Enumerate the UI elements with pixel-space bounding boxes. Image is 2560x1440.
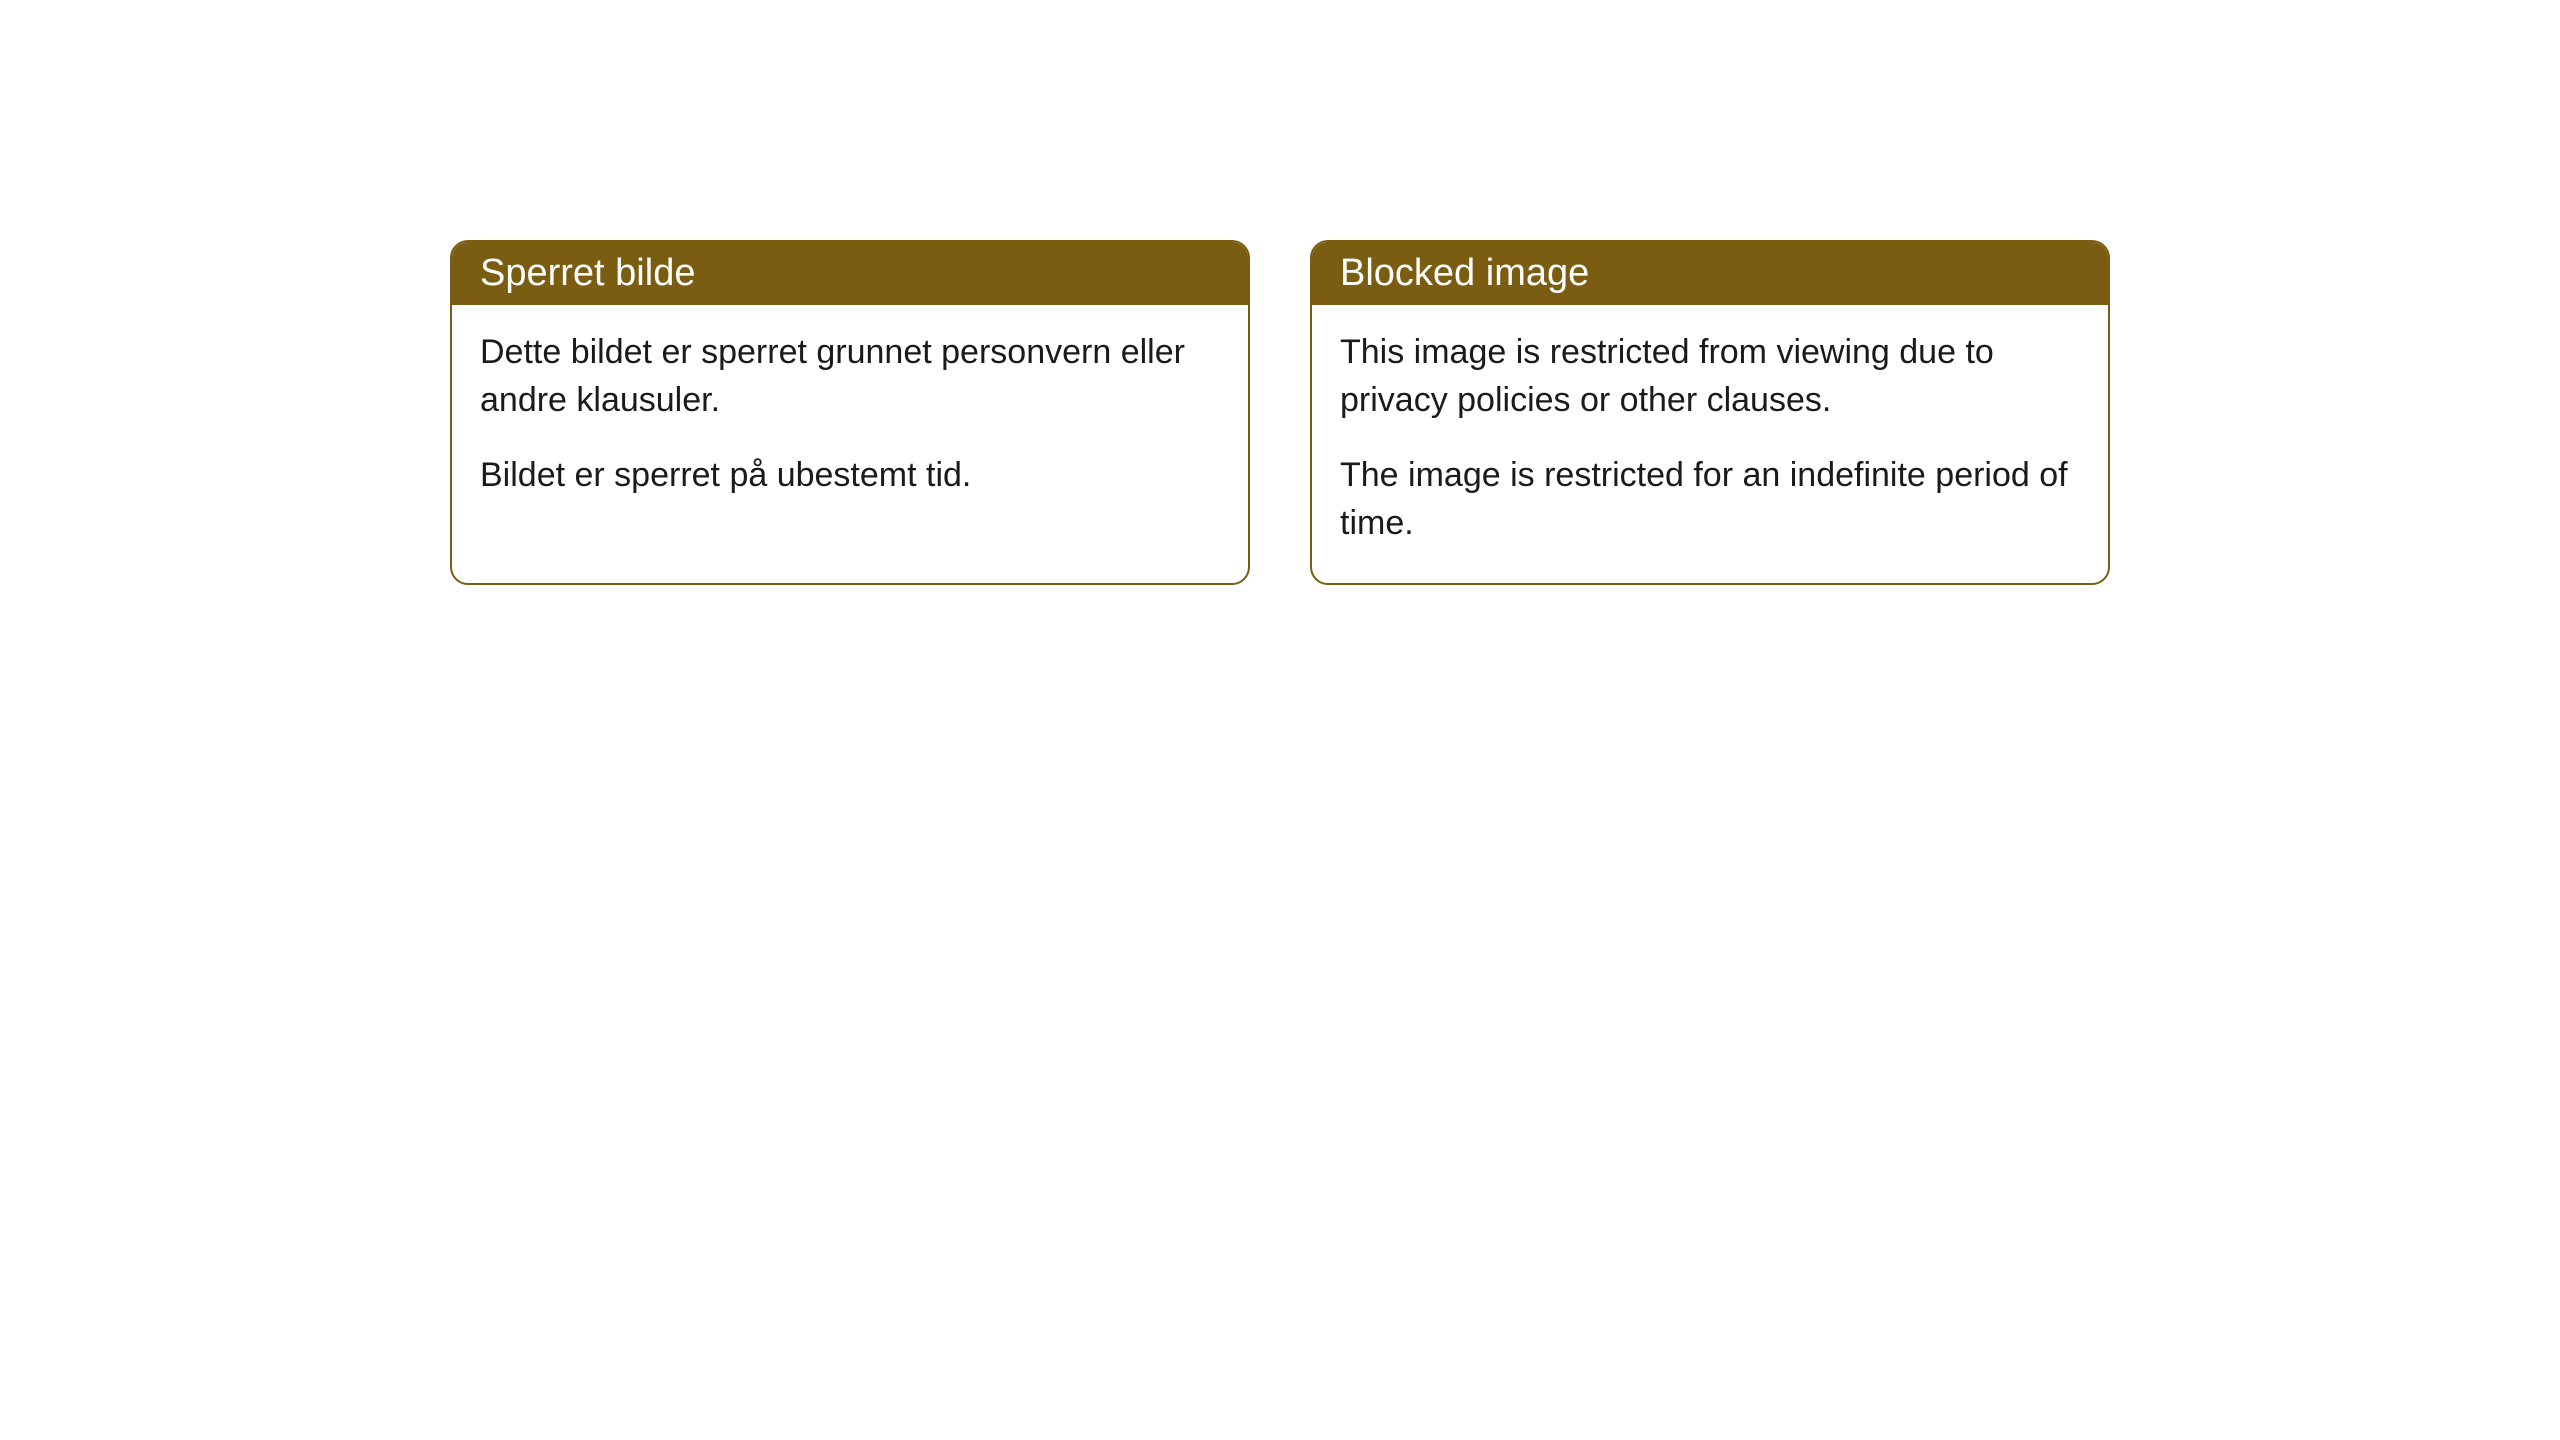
card-header-english: Blocked image [1312,242,2108,305]
notice-card-english: Blocked image This image is restricted f… [1310,240,2110,585]
card-body-norwegian: Dette bildet er sperret grunnet personve… [452,305,1248,536]
card-paragraph-1: Dette bildet er sperret grunnet personve… [480,329,1220,424]
card-header-norwegian: Sperret bilde [452,242,1248,305]
card-paragraph-1: This image is restricted from viewing du… [1340,329,2080,424]
card-paragraph-2: The image is restricted for an indefinit… [1340,452,2080,547]
card-body-english: This image is restricted from viewing du… [1312,305,2108,583]
notice-card-container: Sperret bilde Dette bildet er sperret gr… [450,240,2110,585]
notice-card-norwegian: Sperret bilde Dette bildet er sperret gr… [450,240,1250,585]
card-paragraph-2: Bildet er sperret på ubestemt tid. [480,452,1220,500]
